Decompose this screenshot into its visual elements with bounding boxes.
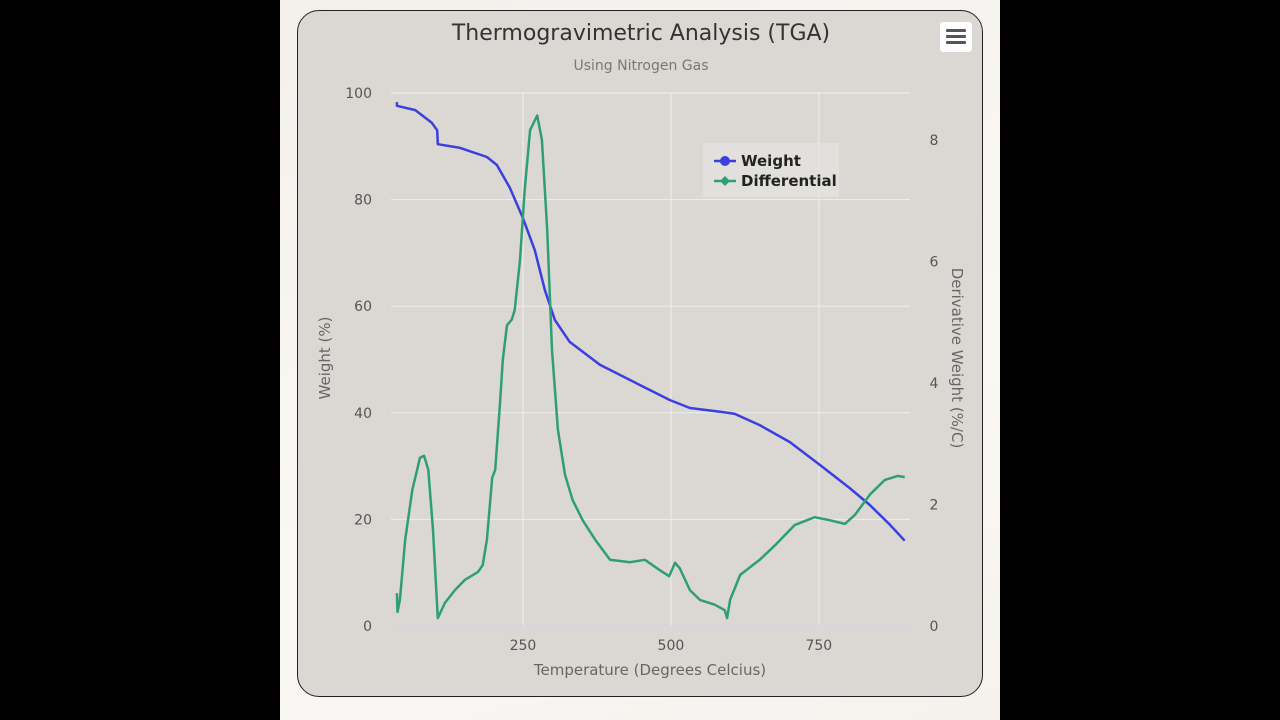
x-tick-label: 250 <box>510 638 537 654</box>
y-tick-label: 80 <box>354 193 372 209</box>
series-line-differential <box>395 114 905 620</box>
legend-label-weight: Weight <box>741 152 801 170</box>
y2-tick-label: 4 <box>930 376 939 392</box>
y-tick-label: 40 <box>354 406 372 422</box>
y-tick-label: 60 <box>354 299 372 315</box>
x-tick-label: 750 <box>805 638 832 654</box>
y-tick-label: 100 <box>345 86 372 102</box>
y-tick-label: 0 <box>363 619 372 635</box>
y-axis-label: Weight (%) <box>316 317 334 400</box>
chart-title: Thermogravimetric Analysis (TGA) <box>451 21 830 46</box>
series-lines <box>395 102 906 620</box>
x-axis-label: Temperature (Degrees Celcius) <box>533 661 766 679</box>
y2-axis-label: Derivative Weight (%/C) <box>948 268 966 449</box>
legend: Weight Differential <box>703 143 839 197</box>
y2-tick-label: 2 <box>930 497 939 513</box>
legend-label-differential: Differential <box>741 172 837 190</box>
axes: 0 20 40 60 80 100 250 500 750 0 2 4 6 8 <box>345 86 938 654</box>
hamburger-menu-icon[interactable] <box>940 22 972 52</box>
grid <box>391 92 910 627</box>
series-line-weight <box>395 102 906 542</box>
y2-tick-label: 8 <box>930 133 939 149</box>
x-tick-label: 500 <box>658 638 685 654</box>
y2-tick-label: 6 <box>930 254 939 270</box>
y2-tick-label: 0 <box>930 619 939 635</box>
legend-item-weight[interactable]: Weight <box>714 152 801 170</box>
legend-item-differential[interactable]: Differential <box>714 172 837 190</box>
chart-subtitle: Using Nitrogen Gas <box>573 58 708 74</box>
y-tick-label: 20 <box>354 512 372 528</box>
chart-card <box>297 10 983 697</box>
